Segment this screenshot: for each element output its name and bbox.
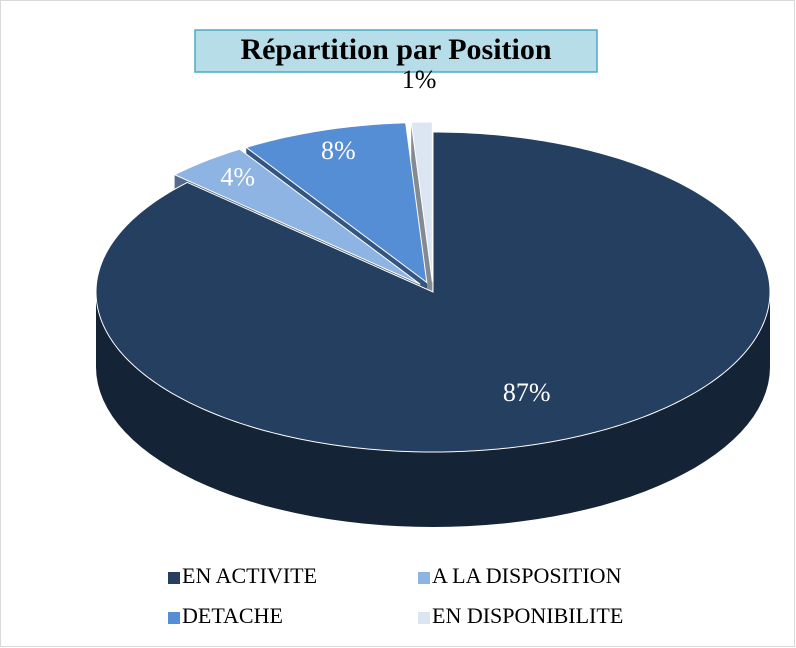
legend-swatch bbox=[418, 612, 430, 624]
title-box bbox=[194, 29, 598, 73]
legend-label: A LA DISPOSITION bbox=[432, 563, 622, 588]
legend-swatch bbox=[168, 572, 180, 584]
slice bbox=[95, 131, 771, 453]
pie: 87% 4% 8% 1% bbox=[95, 65, 771, 527]
chart-title: Répartition par Position bbox=[240, 33, 551, 66]
slice bbox=[410, 121, 433, 283]
slice bbox=[173, 148, 421, 285]
legend-label: EN ACTIVITE bbox=[182, 563, 317, 588]
legend-swatch bbox=[168, 612, 180, 624]
legend: EN ACTIVITE A LA DISPOSITION DETACHE EN DIS… bbox=[168, 563, 623, 628]
legend-label: DETACHE bbox=[182, 603, 283, 628]
slice bbox=[245, 122, 428, 284]
data-label: 87% bbox=[503, 378, 551, 407]
data-label: 4% bbox=[220, 162, 255, 191]
legend-swatch bbox=[418, 572, 430, 584]
data-label: 8% bbox=[321, 136, 356, 165]
data-label: 1% bbox=[402, 65, 437, 94]
slice-side-wall bbox=[96, 292, 770, 527]
legend-label: EN DISPONIBILITE bbox=[432, 603, 623, 628]
